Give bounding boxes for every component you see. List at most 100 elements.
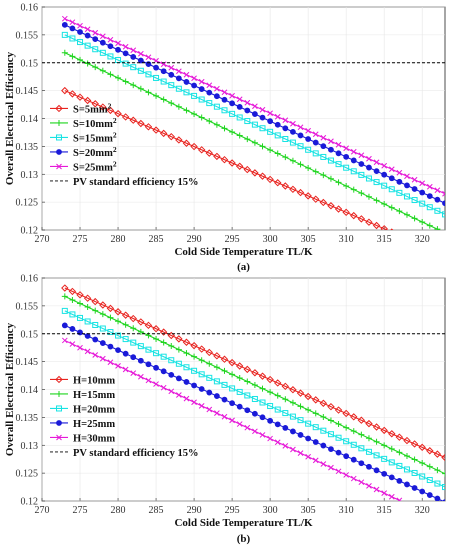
- data-point: [221, 107, 228, 114]
- data-point: [396, 449, 403, 456]
- data-point: [221, 89, 228, 96]
- data-point: [343, 453, 350, 460]
- data-point: [197, 345, 206, 353]
- data-point: [137, 318, 145, 326]
- data-point: [274, 406, 281, 413]
- data-point: [403, 452, 410, 459]
- x-tick-label: 305: [301, 505, 316, 516]
- y-axis-label: Overall Electrical Efficiency: [4, 51, 16, 185]
- data-point: [282, 135, 289, 142]
- data-point: [92, 321, 99, 328]
- data-point: [296, 188, 305, 197]
- data-point: [153, 92, 160, 99]
- data-point: [396, 208, 403, 215]
- data-point: [434, 187, 441, 194]
- data-point: [221, 96, 228, 103]
- data-point: [319, 198, 328, 207]
- data-point: [61, 293, 68, 300]
- data-point: [244, 392, 251, 399]
- data-point: [366, 164, 372, 171]
- data-point: [153, 381, 159, 387]
- data-point: [198, 96, 205, 103]
- y-tick-labels: 0.12 0.125 0.13 0.135 0.14 0.145 0.15 0.155 0.16: [16, 274, 39, 508]
- data-point: [320, 134, 327, 141]
- data-point: [289, 399, 296, 406]
- x-tick-label: 275: [73, 505, 88, 516]
- data-point: [312, 410, 319, 417]
- data-point: [84, 60, 91, 67]
- data-point: [335, 449, 342, 456]
- x-tick-label: 310: [339, 505, 354, 516]
- data-point: [404, 182, 410, 189]
- data-point: [191, 367, 198, 374]
- y-tick-label: 0.125: [16, 469, 39, 480]
- data-point: [183, 364, 190, 371]
- data-point: [160, 339, 167, 346]
- data-point: [312, 150, 319, 157]
- data-point: [229, 417, 235, 424]
- data-point: [115, 318, 122, 325]
- data-point: [84, 42, 91, 49]
- data-point: [289, 185, 297, 194]
- data-point: [229, 100, 235, 107]
- data-point: [91, 100, 99, 108]
- data-point: [244, 118, 251, 125]
- data-point: [122, 366, 129, 373]
- data-point: [61, 49, 68, 56]
- data-point: [160, 96, 167, 103]
- data-point: [335, 161, 342, 168]
- data-point: [61, 322, 68, 329]
- data-point: [274, 132, 281, 139]
- panel-b: 270 275 280 285 290 295 300 305 310 315 320 0.120.…: [4, 274, 446, 545]
- legend-label: S=25mm2: [73, 159, 117, 173]
- legend-marker: [56, 134, 62, 141]
- data-point: [305, 453, 311, 460]
- data-point: [122, 60, 129, 67]
- data-point: [426, 183, 433, 190]
- data-point: [115, 46, 121, 53]
- data-point: [350, 168, 357, 175]
- data-point: [381, 455, 388, 462]
- data-point: [442, 252, 448, 258]
- data-point: [388, 204, 395, 211]
- data-point: [381, 442, 388, 449]
- data-point: [145, 54, 152, 61]
- data-point: [259, 414, 266, 421]
- data-point: [84, 32, 91, 39]
- data-point: [373, 159, 380, 166]
- legend-item: H=25mm: [50, 419, 115, 430]
- data-point: [198, 371, 205, 378]
- data-point: [396, 189, 403, 196]
- series-s-25mm: [61, 15, 445, 197]
- data-point: [312, 424, 319, 431]
- data-point: [305, 435, 312, 442]
- panel-label: (a): [237, 261, 250, 273]
- data-point: [244, 378, 251, 385]
- data-point: [290, 128, 296, 135]
- x-tick-label: 270: [35, 505, 50, 516]
- data-point: [159, 328, 168, 336]
- data-point: [145, 71, 152, 78]
- data-point: [168, 388, 175, 395]
- data-point: [259, 106, 266, 113]
- data-point: [305, 164, 312, 171]
- legend-marker: [55, 375, 63, 384]
- data-point: [229, 371, 236, 378]
- data-point: [358, 190, 365, 197]
- data-point: [350, 148, 357, 155]
- data-point: [244, 136, 251, 143]
- data-point: [335, 421, 342, 428]
- data-point: [122, 350, 129, 357]
- data-point: [305, 136, 312, 142]
- data-point: [252, 103, 258, 110]
- data-point: [92, 64, 99, 71]
- legend-item: S=10mm2: [50, 116, 117, 130]
- data-point: [251, 169, 259, 177]
- data-point: [152, 325, 160, 333]
- data-point: [259, 432, 266, 438]
- y-tick-label: 0.145: [16, 357, 39, 368]
- data-point: [388, 445, 395, 452]
- data-point: [335, 141, 342, 148]
- data-point: [213, 93, 220, 100]
- data-point: [228, 358, 236, 367]
